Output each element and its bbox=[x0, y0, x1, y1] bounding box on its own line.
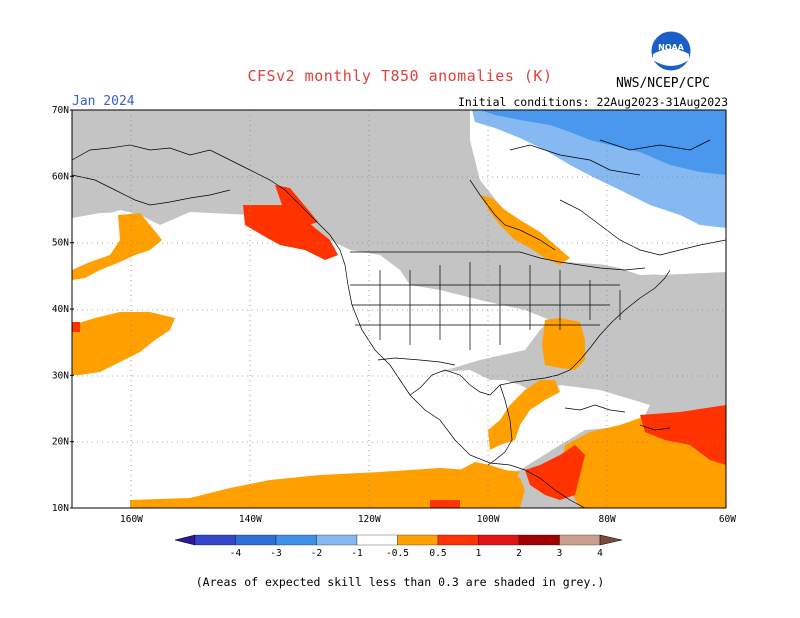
lat-tick-label: 30N bbox=[52, 370, 69, 381]
white-region-west-coast bbox=[72, 212, 130, 268]
colorbar: -4 -3 -2 -1 -0.5 0.5 1 2 3 4 bbox=[174, 534, 623, 559]
blue-region-hudson bbox=[480, 110, 726, 175]
colorbar-tick-label: -3 bbox=[270, 548, 281, 559]
orange-region-southeast bbox=[542, 318, 585, 370]
agency-label: NWS/NCEP/CPC bbox=[616, 76, 710, 91]
map-title: CFSv2 monthly T850 anomalies (K) bbox=[247, 67, 553, 85]
lon-tick-label: 100W bbox=[477, 514, 500, 525]
lon-tick-label: 140W bbox=[239, 514, 262, 525]
lat-tick-label: 40N bbox=[52, 304, 69, 315]
colorbar-tick-label: -4 bbox=[230, 548, 242, 559]
colorbar-segment bbox=[235, 534, 277, 546]
lon-tick-label: 160W bbox=[120, 514, 143, 525]
orange-region-tropical-pacific bbox=[130, 468, 525, 508]
red-region-gulf-of-alaska bbox=[243, 205, 338, 260]
lat-tick-label: 20N bbox=[52, 437, 69, 448]
svg-text:NOAA: NOAA bbox=[658, 43, 684, 52]
colorbar-segment bbox=[194, 534, 236, 546]
forecast-month: Jan 2024 bbox=[72, 94, 135, 109]
colorbar-tick-label: -1 bbox=[351, 548, 363, 559]
white-region-pacific bbox=[72, 320, 225, 405]
longitude-axis: 160W 140W 120W 100W 80W 60W bbox=[120, 514, 736, 525]
skill-note: (Areas of expected skill less than 0.3 a… bbox=[195, 575, 605, 589]
colorbar-tick-label: 0.5 bbox=[429, 548, 446, 559]
noaa-logo-icon: NOAA bbox=[650, 30, 692, 72]
colorbar-tick-label: -0.5 bbox=[386, 548, 409, 559]
lon-tick-label: 120W bbox=[358, 514, 381, 525]
colorbar-tick-label: -2 bbox=[311, 548, 322, 559]
colorbar-segment bbox=[356, 534, 398, 546]
red-region-central-america bbox=[525, 445, 585, 500]
orange-region-mexico-coast bbox=[460, 462, 520, 480]
red-region-caribbean bbox=[640, 405, 726, 465]
colorbar-segment bbox=[275, 534, 317, 546]
orange-region-gulf-coast bbox=[488, 380, 560, 450]
lat-tick-label: 50N bbox=[52, 238, 69, 249]
colorbar-tick-label: 2 bbox=[516, 548, 522, 559]
grey-mask-pacific bbox=[72, 110, 726, 508]
colorbar-segment bbox=[316, 534, 358, 546]
lon-tick-label: 80W bbox=[599, 514, 616, 525]
lon-tick-label: 60W bbox=[719, 514, 736, 525]
red-region-alaska-panhandle bbox=[275, 185, 318, 225]
colorbar-tick-label: 4 bbox=[597, 548, 603, 559]
colorbar-max-arrow bbox=[599, 534, 623, 546]
colorbar-segment bbox=[397, 534, 439, 546]
colorbar-min-arrow bbox=[174, 534, 196, 546]
lat-tick-label: 60N bbox=[52, 171, 69, 182]
coastlines bbox=[72, 139, 726, 508]
white-region-south-pacific bbox=[72, 375, 470, 495]
colorbar-tick-label: 3 bbox=[557, 548, 563, 559]
colorbar-segment bbox=[478, 534, 520, 546]
red-region-pacific-edge bbox=[72, 322, 80, 332]
latitude-axis: 70N 60N 50N 40N 30N 20N 10N bbox=[52, 105, 74, 514]
red-region-east-pacific bbox=[430, 500, 460, 508]
lat-tick-label: 70N bbox=[52, 105, 69, 116]
lat-tick-label: 10N bbox=[52, 503, 69, 514]
colorbar-tick-label: 1 bbox=[476, 548, 482, 559]
orange-region-great-lakes bbox=[480, 195, 570, 265]
colorbar-segment bbox=[437, 534, 479, 546]
colorbar-segment bbox=[518, 534, 560, 546]
white-region-gulf bbox=[440, 370, 540, 455]
grey-mask-north bbox=[72, 112, 470, 190]
colorbar-segment bbox=[559, 534, 601, 546]
graticule bbox=[72, 110, 726, 508]
orange-region-northwest-pacific bbox=[72, 213, 162, 280]
initial-conditions: Initial conditions: 22Aug2023-31Aug2023 bbox=[457, 95, 728, 109]
orange-region-central-pacific bbox=[72, 312, 175, 375]
anomaly-fields bbox=[72, 110, 726, 508]
